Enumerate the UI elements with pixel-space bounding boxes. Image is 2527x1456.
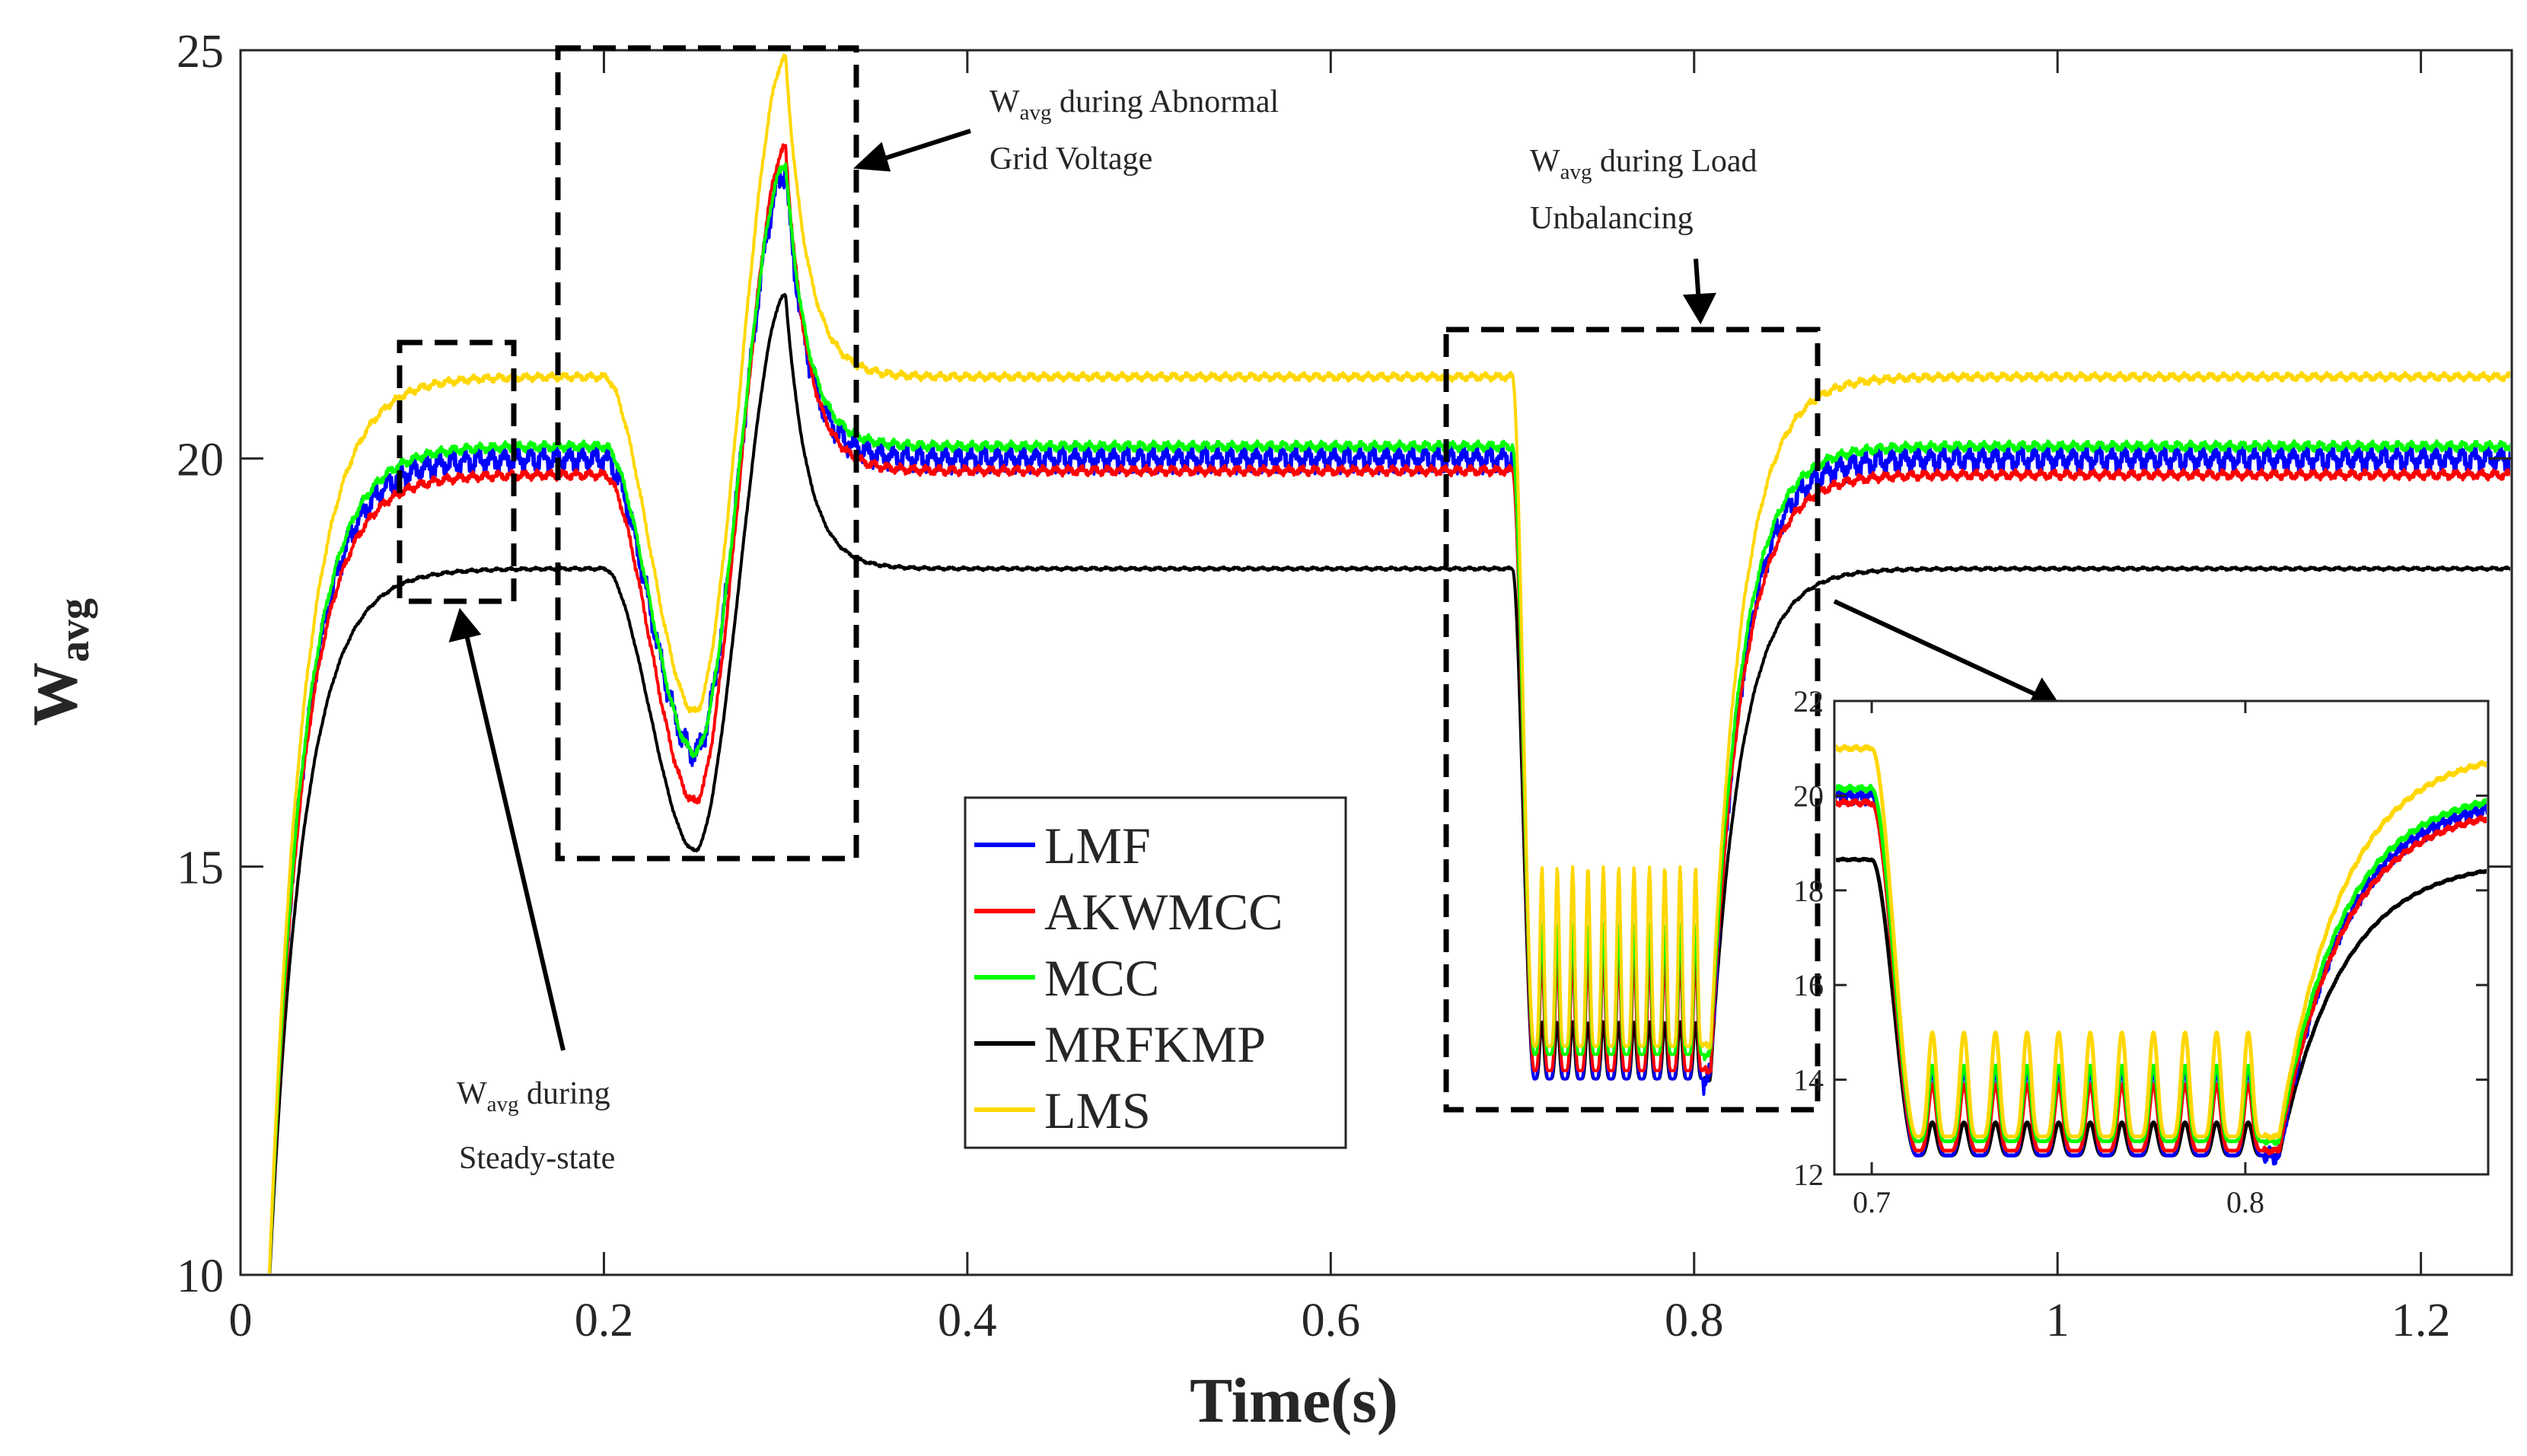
annotation-abnormal: Wavg during Abnormal Grid Voltage — [989, 84, 1279, 177]
annotation-steady: Wavg during Steady-state — [457, 1076, 615, 1176]
x-tick-label: 1 — [2046, 1295, 2070, 1346]
arrow-inset — [1833, 599, 2041, 699]
y-tick-label: 16 — [1793, 968, 1824, 1002]
x-tick-label: 0 — [229, 1295, 253, 1346]
arrow-abnormal-head — [852, 142, 891, 172]
y-tick-label: 15 — [177, 843, 224, 894]
arrows — [448, 129, 2061, 1051]
y-tick-label: 10 — [177, 1251, 224, 1302]
series-line-lms — [267, 53, 2510, 1273]
main-axes: 0 0.2 0.4 0.6 0.8 1 1.2 10 15 20 25 — [177, 26, 2512, 1346]
y-tick-label: 20 — [177, 434, 224, 486]
inset-series-group — [1836, 744, 2487, 1166]
y-tick-label: 18 — [1793, 874, 1824, 908]
legend-box — [964, 796, 1347, 1149]
annotation-abnormal-line1: Wavg during Abnormal — [989, 84, 1279, 125]
series-line-mrfkmp — [268, 293, 2510, 1273]
x-tick-label: 0.6 — [1302, 1295, 1361, 1346]
arrow-abnormal — [875, 129, 971, 164]
annotation-unbalance-line1: Wavg during Load — [1530, 144, 1757, 184]
series-line-lms — [1836, 744, 2487, 1141]
x-tick-label: 1.2 — [2392, 1295, 2451, 1346]
arrow-unbalance-head — [1682, 292, 1717, 325]
series-line-akwmcc — [268, 143, 2510, 1273]
x-tick-label: 0.8 — [1665, 1295, 1724, 1346]
legend-label-mcc: MCC — [1044, 949, 1159, 1007]
annotation-unbalance: Wavg during Load Unbalancing — [1530, 144, 1757, 236]
highlight-boxes — [397, 45, 1821, 1113]
load-unbalancing-box — [1443, 327, 1821, 1113]
legend-label-lms: LMS — [1044, 1082, 1151, 1139]
annotation-unbalance-line2: Unbalancing — [1530, 201, 1694, 236]
annotation-steady-line1: Wavg during — [457, 1076, 610, 1117]
series-line-lmf — [268, 168, 2510, 1273]
legend-label-lmf: LMF — [1044, 817, 1151, 875]
inset-background — [1833, 699, 2490, 1176]
arrow-steady — [464, 631, 566, 1051]
legend: LMF AKWMCC MCC MRFKMP LMS — [964, 796, 1347, 1149]
y-tick-label: 20 — [1793, 779, 1824, 813]
y-tick-label: 12 — [1793, 1158, 1824, 1192]
main-series-group — [267, 53, 2510, 1273]
x-tick-label: 0.7 — [1853, 1185, 1891, 1219]
inset-axes: 0.7 0.8 12 14 16 18 20 22 — [1793, 684, 2488, 1219]
legend-label-akwmcc: AKWMCC — [1044, 883, 1283, 941]
steady-state-box — [397, 339, 517, 604]
y-tick-label: 22 — [1793, 684, 1824, 718]
x-tick-label: 0.4 — [938, 1295, 997, 1346]
series-line-mcc — [268, 162, 2510, 1273]
arrow-steady-head — [448, 607, 482, 643]
x-tick-label: 0.8 — [2226, 1185, 2264, 1219]
y-axis-label: Wavg — [20, 598, 98, 726]
abnormal-grid-voltage-box — [555, 45, 859, 862]
annotation-abnormal-line2: Grid Voltage — [989, 142, 1152, 177]
y-tick-label: 25 — [177, 26, 224, 78]
y-tick-label: 14 — [1793, 1063, 1824, 1098]
series-line-akwmcc — [1836, 798, 2487, 1156]
legend-label-mrfkmp: MRFKMP — [1044, 1015, 1266, 1073]
x-axis-label: Time(s) — [1190, 1365, 1398, 1436]
inset-zoom: 0.7 0.8 12 14 16 18 20 22 — [1793, 684, 2490, 1219]
annotation-steady-line2: Steady-state — [459, 1141, 615, 1176]
x-tick-label: 0.2 — [575, 1295, 634, 1346]
